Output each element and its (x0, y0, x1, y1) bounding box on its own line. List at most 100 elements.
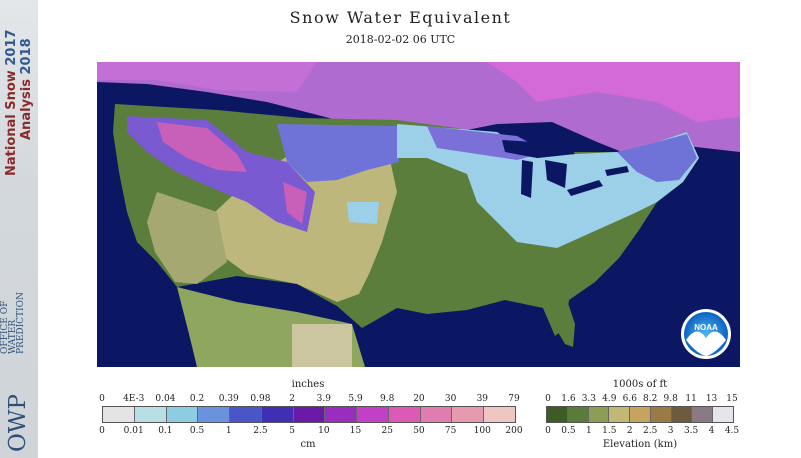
legend-tick-label: 75 (444, 426, 457, 436)
legend-tick-label: 1 (586, 426, 592, 436)
legend-tick-label: 11 (685, 394, 697, 404)
legend-color-swatch (230, 407, 262, 422)
map-title: Snow Water Equivalent (289, 8, 512, 27)
legend-color-swatch (452, 407, 485, 422)
lake-superior (502, 140, 575, 158)
elev-legend-top-unit: 1000s of ft (612, 379, 668, 390)
legend-color-swatch (198, 407, 231, 422)
legend-tick-label: 3 (667, 426, 674, 436)
legend-tick-label: 8.2 (643, 394, 658, 404)
legend-tick-label: 4.5 (724, 426, 740, 436)
legend-tick-label: 2.5 (643, 426, 658, 436)
legend-tick-label: 13 (705, 394, 718, 404)
legend-tick-label: 0.01 (123, 426, 144, 436)
canada-deep-snow (487, 62, 740, 122)
sidebar-title-line2: Analysis 2018 (19, 38, 34, 140)
legend-tick-label: 3.5 (683, 426, 699, 436)
legend-tick-label: 15 (726, 394, 738, 404)
legend-tick-label: 1 (225, 426, 232, 436)
legend-tick-label: 0 (545, 394, 551, 404)
legend-color-swatch (671, 407, 693, 422)
legend-tick-label: 3.3 (581, 394, 597, 404)
swe-legend-inch-ticks: 0 4E-3 0.04 0.2 0.39 0.98 2 3.9 5.9 9.8 20 30 39 79 (99, 394, 520, 406)
legend-tick-label: 15 (349, 426, 362, 436)
lake-huron (545, 160, 567, 188)
legend-tick-label: 100 (473, 426, 491, 436)
legend-color-swatch (325, 407, 358, 422)
legend-tick-label: 5.9 (348, 394, 363, 404)
legend-tick-label: 25 (381, 426, 393, 436)
legend-color-swatch (103, 407, 135, 422)
legend-tick-label: 9.8 (663, 394, 678, 404)
elev-legend-km-ticks: 0 0.5 1 1.5 2 2.5 3 3.5 4 4.5 (545, 426, 739, 438)
swe-legend-bottom-unit: cm (300, 439, 316, 450)
legend-tick-label: 200 (505, 426, 523, 436)
legend-color-swatch (166, 407, 199, 422)
swe-map: NOAA (97, 62, 740, 367)
noaa-logo: NOAA (681, 309, 731, 359)
legend-tick-label: 0.1 (158, 426, 173, 436)
legend-color-swatch (420, 407, 453, 422)
legend-tick-label: 9.8 (380, 394, 395, 404)
legend-color-swatch (713, 407, 734, 422)
legend-color-swatch (547, 407, 568, 422)
legend-tick-label: 0.39 (218, 394, 239, 404)
colorado-deep-snow (283, 182, 307, 224)
elevation-color-bar (546, 406, 734, 423)
swe-legend-top-unit: inches (291, 379, 325, 390)
noaa-logo-text: NOAA (694, 323, 718, 332)
legend-tick-label: 50 (413, 426, 425, 436)
elev-legend-bottom-unit: Elevation (km) (602, 439, 678, 450)
legend-tick-label: 0 (99, 394, 105, 404)
legend-tick-label: 4 (708, 426, 715, 436)
legend-tick-label: 79 (508, 394, 520, 404)
legend-tick-label: 2 (289, 394, 296, 404)
map-timestamp: 2018-02-02 06 UTC (345, 33, 456, 46)
legend-tick-label: 0.5 (561, 426, 576, 436)
legend-color-swatch (484, 407, 515, 422)
lake-ontario (605, 166, 629, 176)
legend-color-swatch (567, 407, 589, 422)
legend-tick-label: 3.9 (316, 394, 332, 404)
legend-tick-label: 0 (99, 426, 105, 436)
legend-color-swatch (293, 407, 326, 422)
legend-tick-label: 1.5 (602, 426, 617, 436)
legend-tick-label: 0 (545, 426, 551, 436)
legend-tick-label: 20 (413, 394, 425, 404)
legend-color-swatch (609, 407, 631, 422)
legend-tick-label: 5 (289, 426, 296, 436)
legend-tick-label: 30 (444, 394, 457, 404)
legend-color-swatch (650, 407, 672, 422)
lake-michigan (521, 160, 533, 198)
legend-tick-label: 4E-3 (123, 394, 145, 404)
legend-tick-label: 1.6 (561, 394, 576, 404)
legend-tick-label: 0.2 (189, 394, 205, 404)
legend-tick-label: 0.98 (250, 394, 271, 404)
legend-tick-label: 4.9 (602, 394, 617, 404)
sidebar-title-line1: National Snow 2017 (4, 29, 19, 176)
florida-peninsula (543, 300, 575, 347)
legend-color-swatch (692, 407, 714, 422)
great-basin-region (147, 192, 227, 284)
legend-tick-label: 0.5 (189, 426, 205, 436)
sidebar-banner: National Snow 2017 Analysis 2018 OFFICE … (0, 0, 38, 458)
mexico-no-data-block (292, 324, 352, 367)
elev-legend-ft-ticks: 0 1.6 3.3 4.9 6.6 8.2 9.8 11 13 15 (545, 394, 738, 406)
swe-color-bar (102, 406, 516, 423)
legend-tick-label: 39 (476, 394, 489, 404)
northern-plains-snow (277, 124, 399, 182)
lake-erie (567, 180, 603, 196)
legend-color-swatch (630, 407, 651, 422)
central-plains-light-snow (347, 202, 379, 224)
legend-tick-label: 0.04 (155, 394, 176, 404)
legend-tick-label: 6.6 (622, 394, 637, 404)
new-england-snow (617, 134, 697, 182)
sidebar-org-name: OFFICE OF WATER PREDICTION (0, 292, 26, 354)
owp-logo: OWP (5, 394, 31, 452)
sidebar-org-line: PREDICTION (16, 292, 26, 354)
legend-tick-label: 2 (626, 426, 633, 436)
legend-color-swatch (357, 407, 389, 422)
legend-tick-label: 2.5 (253, 426, 268, 436)
swe-legend-cm-ticks: 0 0.01 0.1 0.5 1 2.5 5 10 15 25 50 75 100 200 (99, 426, 522, 438)
legend-color-swatch (261, 407, 294, 422)
